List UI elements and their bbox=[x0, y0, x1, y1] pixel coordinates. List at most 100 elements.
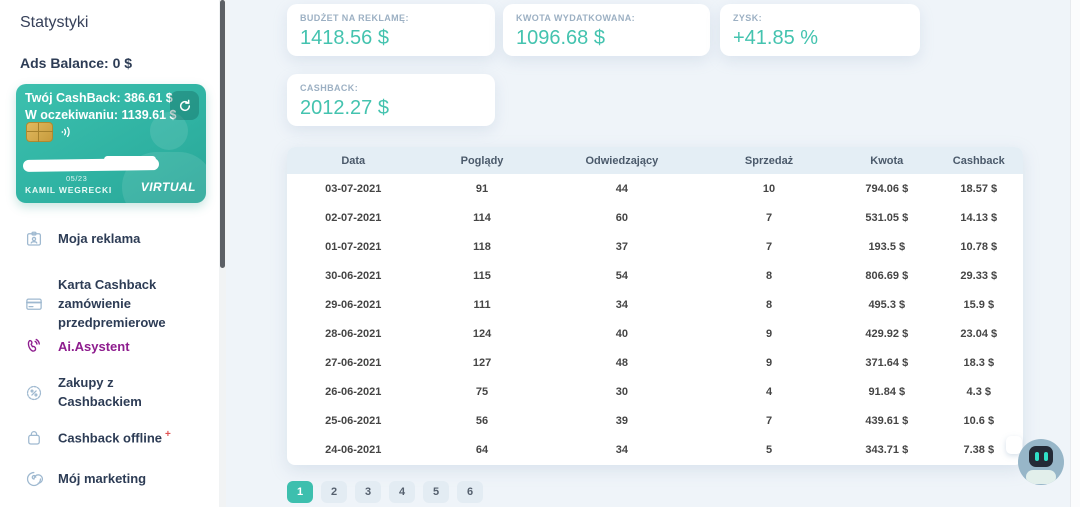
table-row: 01-07-2021 118 37 7 193.5 $ 10.78 $ bbox=[287, 232, 1023, 261]
card-expiry: 05/23 bbox=[66, 174, 88, 183]
sidebar: Statystyki Ads Balance: 0 $ Twój CashBac… bbox=[0, 0, 219, 507]
cell-date: 29-06-2021 bbox=[325, 298, 382, 311]
cell-sales: 5 bbox=[765, 443, 773, 456]
sidebar-scrollbar[interactable] bbox=[219, 0, 226, 507]
card-pending-amount: W oczekiwaniu: 1139.61 $ bbox=[25, 108, 177, 122]
page-button[interactable]: 1 bbox=[287, 481, 313, 503]
table-row: 24-06-2021 64 34 5 343.71 $ 7.38 $ bbox=[287, 435, 1023, 464]
sidebar-item-moja-reklama[interactable]: Moja reklama bbox=[25, 230, 197, 249]
page-button[interactable]: 3 bbox=[355, 481, 381, 503]
sidebar-scrollbar-thumb[interactable] bbox=[220, 0, 225, 268]
refresh-button[interactable] bbox=[170, 91, 199, 120]
id-badge-icon bbox=[25, 230, 43, 248]
cell-sales: 7 bbox=[765, 240, 773, 253]
marketing-target-icon bbox=[25, 470, 43, 488]
sidebar-item-zakupy-cashback[interactable]: Zakupy z Cashbackiem bbox=[25, 374, 197, 412]
sidebar-item-ai-asystent[interactable]: Ai.Asystent bbox=[25, 338, 197, 357]
credit-card-icon bbox=[25, 295, 43, 313]
page-button[interactable]: 5 bbox=[423, 481, 449, 503]
robot-icon bbox=[1029, 446, 1053, 467]
cell-date: 03-07-2021 bbox=[325, 182, 382, 195]
sidebar-item-label: Mój marketing bbox=[58, 471, 147, 486]
cell-cashback: 10.6 $ bbox=[963, 414, 995, 427]
chatbot-button[interactable] bbox=[1018, 439, 1064, 485]
shopping-bag-icon bbox=[25, 429, 43, 447]
stat-card-budget: BUDŻET NA REKLAMĘ: 1418.56 $ bbox=[287, 4, 495, 56]
cell-date: 25-06-2021 bbox=[325, 414, 382, 427]
table-row: 30-06-2021 115 54 8 806.69 $ 29.33 $ bbox=[287, 261, 1023, 290]
cell-cashback: 23.04 $ bbox=[960, 327, 998, 340]
column-header-sprzedaz: Sprzedaż bbox=[744, 154, 794, 167]
percent-badge-icon bbox=[25, 384, 43, 402]
sidebar-item-moj-marketing[interactable]: Mój marketing bbox=[25, 470, 197, 489]
page-button[interactable]: 6 bbox=[457, 481, 483, 503]
cell-views: 127 bbox=[472, 356, 492, 369]
cell-sales: 7 bbox=[765, 414, 773, 427]
cell-amount: 193.5 $ bbox=[868, 240, 906, 253]
stat-value: 1418.56 $ bbox=[300, 27, 389, 49]
stat-value: 1096.68 $ bbox=[516, 27, 605, 49]
cell-cashback: 18.3 $ bbox=[963, 356, 995, 369]
stat-label: BUDŻET NA REKLAMĘ: bbox=[300, 13, 409, 23]
cell-views: 91 bbox=[475, 182, 489, 195]
stat-value: 2012.27 $ bbox=[300, 97, 389, 119]
page-title: Statystyki bbox=[20, 14, 89, 31]
statistics-table: Data Poglądy Odwiedzający Sprzedaż Kwota… bbox=[287, 147, 1023, 465]
card-chip-icon bbox=[26, 122, 53, 142]
card-watermark bbox=[150, 112, 188, 150]
contactless-icon bbox=[61, 127, 70, 137]
cashback-card: Twój CashBack: 386.61 $ W oczekiwaniu: 1… bbox=[16, 84, 206, 203]
cell-cashback: 10.78 $ bbox=[960, 240, 998, 253]
cell-amount: 495.3 $ bbox=[868, 298, 906, 311]
sidebar-item-karta-cashback[interactable]: Karta Cashback zamówienie przedpremierow… bbox=[25, 276, 197, 333]
cell-views: 75 bbox=[475, 385, 489, 398]
cell-sales: 8 bbox=[765, 269, 773, 282]
page-button[interactable]: 4 bbox=[389, 481, 415, 503]
cell-sales: 9 bbox=[765, 356, 773, 369]
cell-sales: 7 bbox=[765, 211, 773, 224]
sidebar-item-cashback-offline[interactable]: Cashback offline + bbox=[25, 428, 197, 448]
cell-cashback: 14.13 $ bbox=[960, 211, 998, 224]
stat-value: +41.85 % bbox=[733, 27, 819, 49]
cell-views: 124 bbox=[472, 327, 492, 340]
cell-cashback: 15.9 $ bbox=[963, 298, 995, 311]
card-brand-label: VIRTUAL bbox=[140, 180, 196, 194]
stat-card-profit: ZYSK: +41.85 % bbox=[720, 4, 920, 56]
column-header-kwota: Kwota bbox=[870, 154, 904, 167]
cell-views: 115 bbox=[473, 269, 491, 282]
cell-visitors: 37 bbox=[615, 240, 628, 253]
cell-sales: 4 bbox=[765, 385, 773, 398]
card-holder-name: KAMIL WEGRECKI bbox=[25, 185, 113, 195]
cell-views: 56 bbox=[475, 414, 489, 427]
cell-cashback: 29.33 $ bbox=[960, 269, 998, 282]
cell-views: 64 bbox=[475, 443, 489, 456]
ads-balance: Ads Balance: 0 $ bbox=[20, 55, 133, 71]
refresh-icon bbox=[179, 99, 190, 111]
column-header-poglady: Poglądy bbox=[460, 154, 504, 167]
cell-amount: 429.92 $ bbox=[865, 327, 909, 340]
cell-visitors: 60 bbox=[615, 211, 628, 224]
cell-date: 24-06-2021 bbox=[325, 443, 382, 456]
sidebar-item-label: Karta Cashback zamówienie przedpremierow… bbox=[58, 277, 166, 330]
sidebar-item-label: Moja reklama bbox=[58, 231, 141, 246]
cell-visitors: 40 bbox=[615, 327, 628, 340]
page-button[interactable]: 2 bbox=[321, 481, 347, 503]
cell-visitors: 34 bbox=[615, 298, 628, 311]
cell-cashback: 4.3 $ bbox=[966, 385, 992, 398]
sidebar-item-label: Zakupy z Cashbackiem bbox=[58, 375, 142, 409]
cell-amount: 531.05 $ bbox=[865, 211, 909, 224]
stat-label: KWOTA WYDATKOWANA: bbox=[516, 13, 636, 23]
table-row: 25-06-2021 56 39 7 439.61 $ 10.6 $ bbox=[287, 406, 1023, 435]
assistant-phone-icon bbox=[25, 338, 43, 356]
column-header-cashback: Cashback bbox=[952, 154, 1005, 167]
new-badge: + bbox=[165, 429, 171, 440]
table-row: 28-06-2021 124 40 9 429.92 $ 23.04 $ bbox=[287, 319, 1023, 348]
cell-views: 114 bbox=[473, 211, 491, 224]
stat-label: ZYSK: bbox=[733, 13, 762, 23]
page-scrollbar[interactable] bbox=[1070, 0, 1080, 507]
cell-amount: 794.06 $ bbox=[865, 182, 909, 195]
sidebar-item-label: Cashback offline + bbox=[58, 429, 171, 446]
column-header-data: Data bbox=[341, 154, 366, 167]
stat-card-cashback: CASHBACK: 2012.27 $ bbox=[287, 74, 495, 126]
cell-amount: 371.64 $ bbox=[865, 356, 909, 369]
